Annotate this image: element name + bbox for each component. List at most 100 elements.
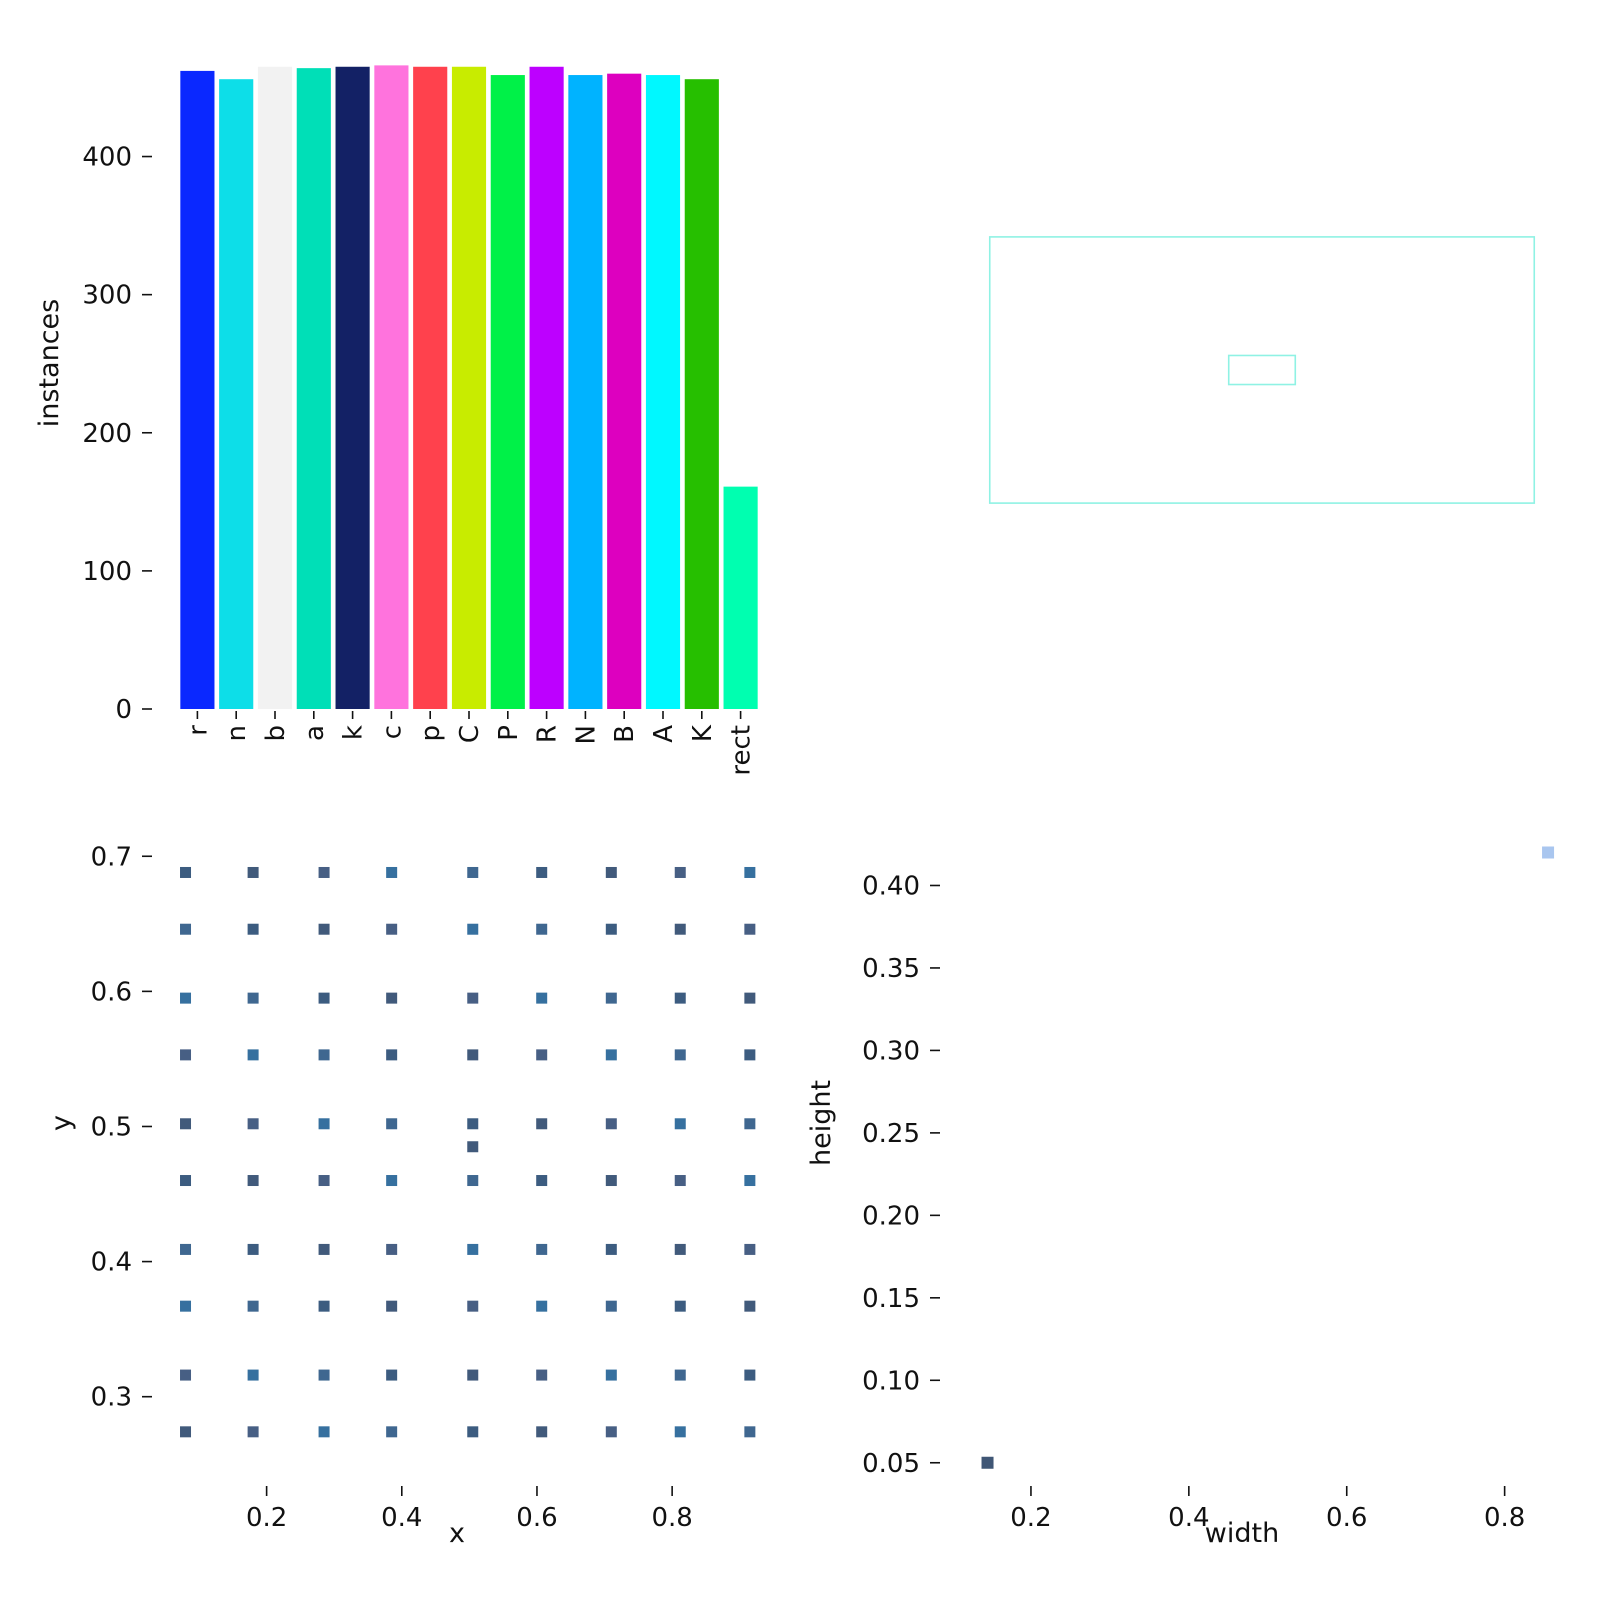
y-tick-label: 0.5 — [91, 1112, 132, 1142]
bar-n — [219, 79, 254, 709]
xy-cell — [536, 992, 548, 1004]
x-tick-label: 0.8 — [1484, 1503, 1525, 1533]
xy-cell — [318, 923, 330, 935]
x-tick-label: k — [339, 725, 369, 740]
xy-cell — [605, 1243, 617, 1255]
xy-cell — [605, 1426, 617, 1438]
xy-heatmap-panel: 0.3 0.4 0.5 0.6 0.7 0.2 0.4 0.6 0.8 x y — [46, 842, 756, 1549]
xy-cell — [467, 1369, 479, 1381]
xy-cell — [674, 992, 686, 1004]
xy-cell — [180, 992, 192, 1004]
xy-cell — [744, 1049, 756, 1061]
xy-cell — [744, 1300, 756, 1312]
bar-rect — [723, 486, 758, 709]
wh-x-ticks: 0.2 0.4 0.6 0.8 — [1010, 1486, 1525, 1533]
xy-cell — [180, 923, 192, 935]
xy-cell — [247, 1175, 259, 1187]
xy-cell — [247, 866, 259, 878]
xy-cell — [605, 1300, 617, 1312]
xy-cell — [318, 1243, 330, 1255]
xy-cell — [467, 992, 479, 1004]
xy-cell — [386, 923, 398, 935]
xy-y-axis-title: y — [46, 1115, 77, 1131]
xy-cell — [467, 1049, 479, 1061]
xy-cell — [318, 1426, 330, 1438]
xy-cell — [467, 1243, 479, 1255]
bar-r — [180, 70, 215, 710]
xy-cell — [180, 1243, 192, 1255]
xy-x-ticks: 0.2 0.4 0.6 0.8 — [246, 1486, 693, 1533]
x-tick-label: N — [571, 725, 601, 744]
y-tick-label: 400 — [82, 143, 132, 173]
y-tick-label: 0.30 — [862, 1036, 920, 1066]
x-tick-label: 0.8 — [651, 1503, 692, 1533]
xy-cell — [318, 1369, 330, 1381]
xy-cell — [386, 1300, 398, 1312]
instances-y-axis-title: instances — [34, 299, 65, 427]
xy-cell — [180, 1175, 192, 1187]
xy-y-ticks: 0.3 0.4 0.5 0.6 0.7 — [91, 842, 152, 1413]
xy-x-axis-title: x — [449, 1518, 465, 1549]
xy-cell — [674, 866, 686, 878]
bar-b — [257, 66, 293, 709]
xy-cell — [467, 1300, 479, 1312]
xy-cell — [247, 1049, 259, 1061]
x-tick-label: c — [377, 725, 407, 739]
x-tick-label: a — [300, 725, 330, 741]
box-outline — [1227, 354, 1297, 386]
xy-cell — [247, 992, 259, 1004]
xy-cell — [674, 1369, 686, 1381]
bar-N — [568, 75, 603, 709]
xy-cell — [605, 866, 617, 878]
y-tick-label: 0.05 — [862, 1449, 920, 1479]
xy-cell — [180, 1118, 192, 1130]
xy-cell — [247, 1300, 259, 1312]
y-tick-label: 0.15 — [862, 1284, 920, 1314]
x-tick-label: n — [222, 725, 252, 741]
y-tick-label: 0.10 — [862, 1366, 920, 1396]
xy-cell — [318, 992, 330, 1004]
xy-cell — [386, 1049, 398, 1061]
wh-cells — [981, 846, 1555, 1469]
bar-k — [335, 66, 370, 709]
bar-K — [684, 79, 719, 709]
y-tick-label: 0.4 — [91, 1248, 132, 1278]
xy-cell — [744, 866, 756, 878]
xy-cell — [467, 1118, 479, 1130]
x-tick-label: B — [610, 725, 640, 743]
box-outline — [988, 236, 1536, 504]
xy-cell — [386, 992, 398, 1004]
xy-cell — [744, 1243, 756, 1255]
xy-cell — [674, 1049, 686, 1061]
xy-cell — [744, 1175, 756, 1187]
wh-cell — [1542, 846, 1555, 859]
xy-cell — [386, 1118, 398, 1130]
xy-cell — [674, 1118, 686, 1130]
xy-cell — [318, 866, 330, 878]
xy-cell — [318, 1118, 330, 1130]
xy-cell — [605, 1175, 617, 1187]
y-tick-label: 200 — [82, 419, 132, 449]
xy-cell — [467, 1426, 479, 1438]
xy-cell — [605, 992, 617, 1004]
xy-cell — [318, 1049, 330, 1061]
xy-cell — [674, 1243, 686, 1255]
xy-cell — [536, 1175, 548, 1187]
xy-cell — [386, 1369, 398, 1381]
xy-cell — [674, 1175, 686, 1187]
xy-cell — [247, 1369, 259, 1381]
x-tick-label: p — [416, 725, 446, 742]
instances-y-ticks: 0 100 200 300 400 — [82, 143, 152, 725]
wh-cell — [981, 1456, 994, 1469]
xy-cell — [744, 923, 756, 935]
bar-P — [490, 75, 525, 709]
wh-x-axis-title: width — [1205, 1518, 1279, 1549]
y-tick-label: 0.25 — [862, 1119, 920, 1149]
x-tick-label: C — [455, 725, 485, 743]
xy-cell — [467, 1175, 479, 1187]
xy-cell — [386, 1175, 398, 1187]
xy-cell — [180, 1049, 192, 1061]
instances-bars — [180, 65, 758, 710]
box-overlay-panel — [988, 236, 1536, 504]
